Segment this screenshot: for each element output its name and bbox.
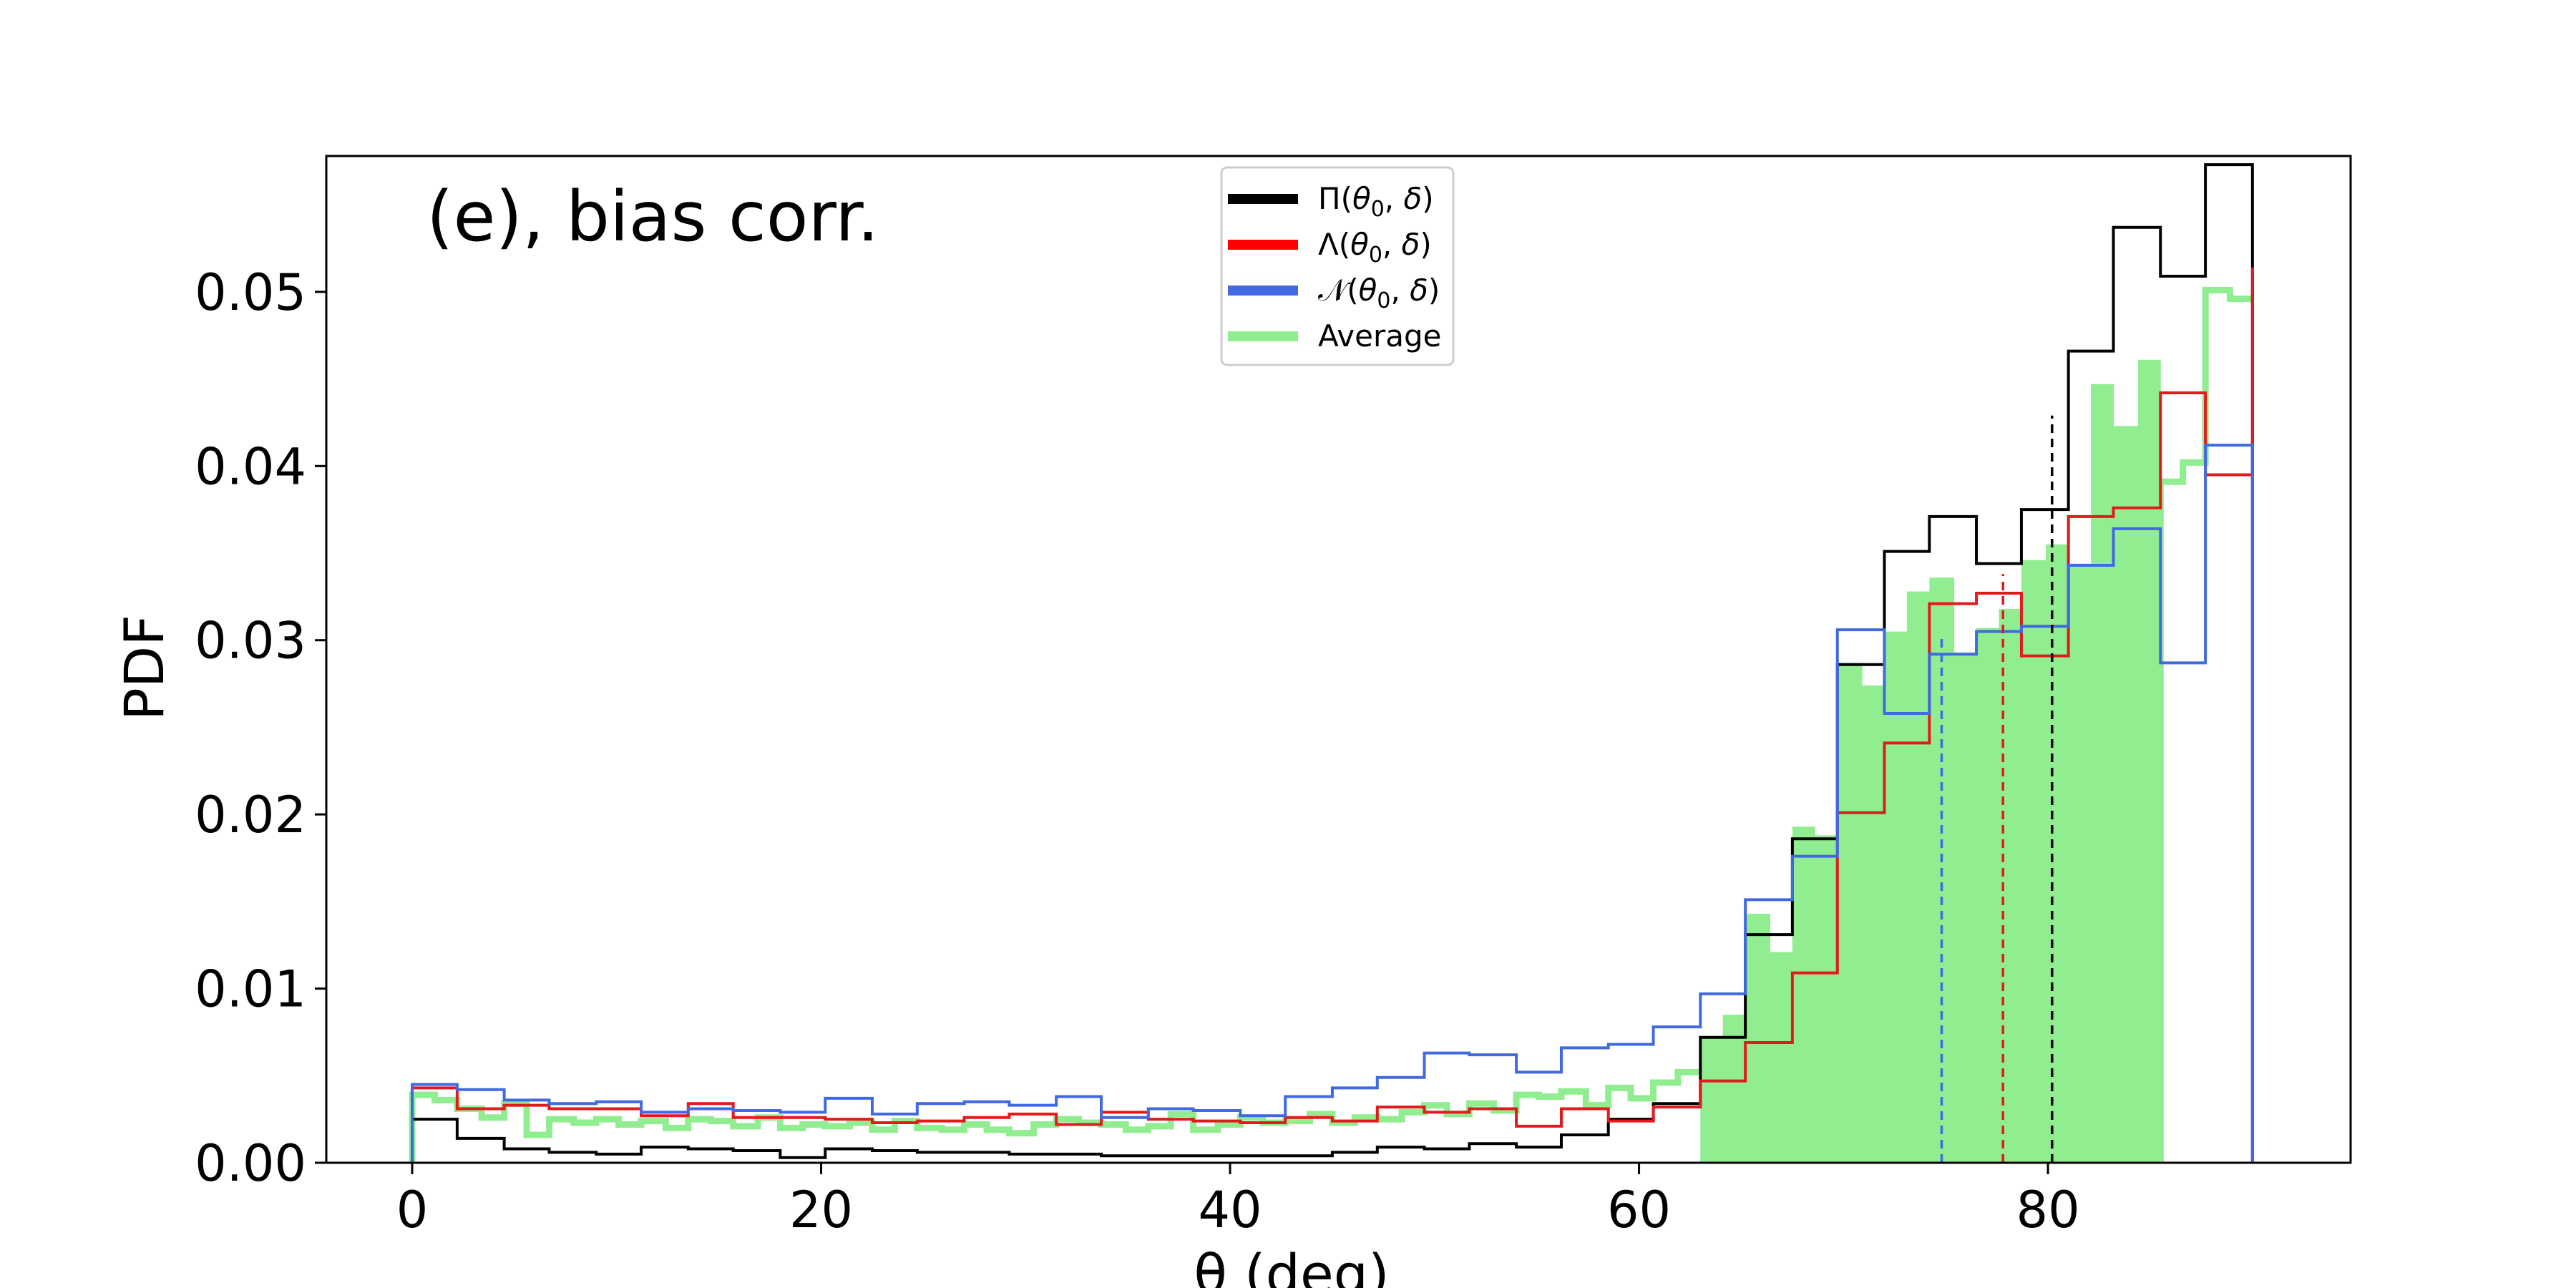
plot-area-frame [325, 155, 2352, 1164]
average-bar [1884, 631, 1908, 1163]
average-bar [1976, 628, 1999, 1163]
average-bar [1815, 835, 1838, 1163]
x-tick-label: 60 [1607, 1181, 1671, 1239]
average-bar [1862, 686, 1885, 1163]
legend-label-n: 𝒩(θ0, δ) [1318, 273, 1440, 313]
average-bar [2046, 544, 2069, 1163]
y-tick-label: 0.04 [195, 437, 306, 496]
y-tick-label: 0.02 [195, 786, 306, 844]
panel-label: (e), bias corr. [426, 177, 879, 257]
average-bar [1837, 663, 1863, 1163]
y-tick-label: 0.00 [195, 1134, 306, 1193]
legend-label-pi: Π(θ0, δ) [1318, 181, 1434, 222]
step-histogram-line [411, 163, 2254, 1163]
average-bar [2137, 359, 2161, 1163]
average-bar [2021, 560, 2046, 1163]
average-bar [2068, 563, 2092, 1163]
average-bar [1745, 913, 1770, 1163]
x-tick-label: 80 [2016, 1181, 2080, 1239]
step-histogram-line [411, 267, 2254, 1163]
x-tick-label: 20 [789, 1181, 853, 1239]
x-tick-label: 40 [1199, 1181, 1262, 1239]
x-tick-label: 0 [396, 1181, 429, 1239]
step-histograms-layer [409, 163, 2254, 1163]
y-axis-ticks: 0.00 0.01 0.02 0.03 0.04 0.05 [195, 263, 326, 1193]
average-bar [1906, 591, 1930, 1163]
y-axis-label: PDF [112, 615, 176, 721]
x-axis-label: θ (deg) [1194, 1242, 1389, 1288]
x-axis-ticks: 0 20 40 60 80 [396, 1163, 2080, 1239]
average-bar [2091, 384, 2114, 1163]
y-tick-label: 0.05 [195, 263, 306, 322]
legend-frame [1220, 166, 1455, 366]
average-bar [1792, 826, 1815, 1163]
average-bar [1770, 952, 1793, 1163]
y-tick-label: 0.01 [195, 960, 306, 1019]
average-bar [1700, 1037, 1724, 1163]
average-bar [1953, 652, 1977, 1163]
y-tick-label: 0.03 [195, 612, 306, 670]
average-bar [2113, 426, 2139, 1163]
average-bars-layer [1700, 359, 2161, 1163]
step-histogram-line [411, 444, 2254, 1163]
legend-label-average: Average [1318, 318, 1441, 353]
mean-vlines-layer [1940, 415, 2054, 1163]
average-bar [1722, 1015, 1746, 1163]
legend-label-lambda: Λ(θ0, δ) [1318, 227, 1432, 268]
legend: Π(θ0, δ) Λ(θ0, δ) 𝒩(θ0, δ) Average [1220, 166, 1455, 366]
